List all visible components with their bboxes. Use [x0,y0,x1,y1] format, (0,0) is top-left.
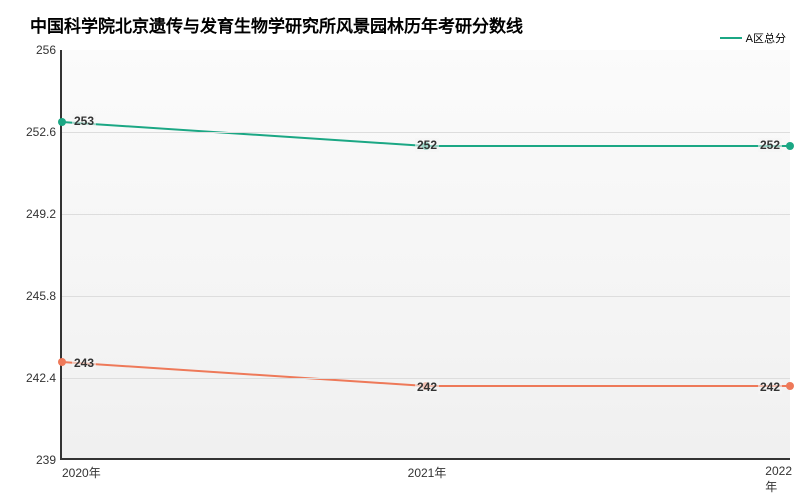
y-axis-label: 249.2 [26,207,56,221]
y-axis-label: 245.8 [26,289,56,303]
gridline [62,132,790,133]
data-label: 252 [415,138,439,152]
x-axis-label: 2020年 [62,464,101,481]
x-axis-label: 2021年 [408,464,447,481]
data-point [58,358,66,366]
x-axis-label: 2022年 [765,464,792,495]
data-label: 242 [758,380,782,394]
gridline [62,296,790,297]
legend-label-a: A区总分 [746,30,786,46]
y-axis-label: 239 [36,453,56,467]
chart-lines [62,50,790,458]
data-label: 243 [72,356,96,370]
gridline [62,214,790,215]
data-label: 253 [72,114,96,128]
legend-item-a: A区总分 [720,30,786,46]
data-point [786,142,794,150]
chart-container: 中国科学院北京遗传与发育生物学研究所风景园林历年考研分数线 A区总分 B区总分 … [0,0,800,500]
data-point [58,118,66,126]
legend-swatch-a [720,37,742,39]
y-axis-label: 242.4 [26,371,56,385]
data-label: 242 [415,380,439,394]
y-axis-label: 256 [36,43,56,57]
chart-title: 中国科学院北京遗传与发育生物学研究所风景园林历年考研分数线 [30,12,523,37]
y-axis-label: 252.6 [26,125,56,139]
plot-area: 239242.4245.8249.2252.62562020年2021年2022… [60,50,790,460]
data-point [786,382,794,390]
data-label: 252 [758,138,782,152]
